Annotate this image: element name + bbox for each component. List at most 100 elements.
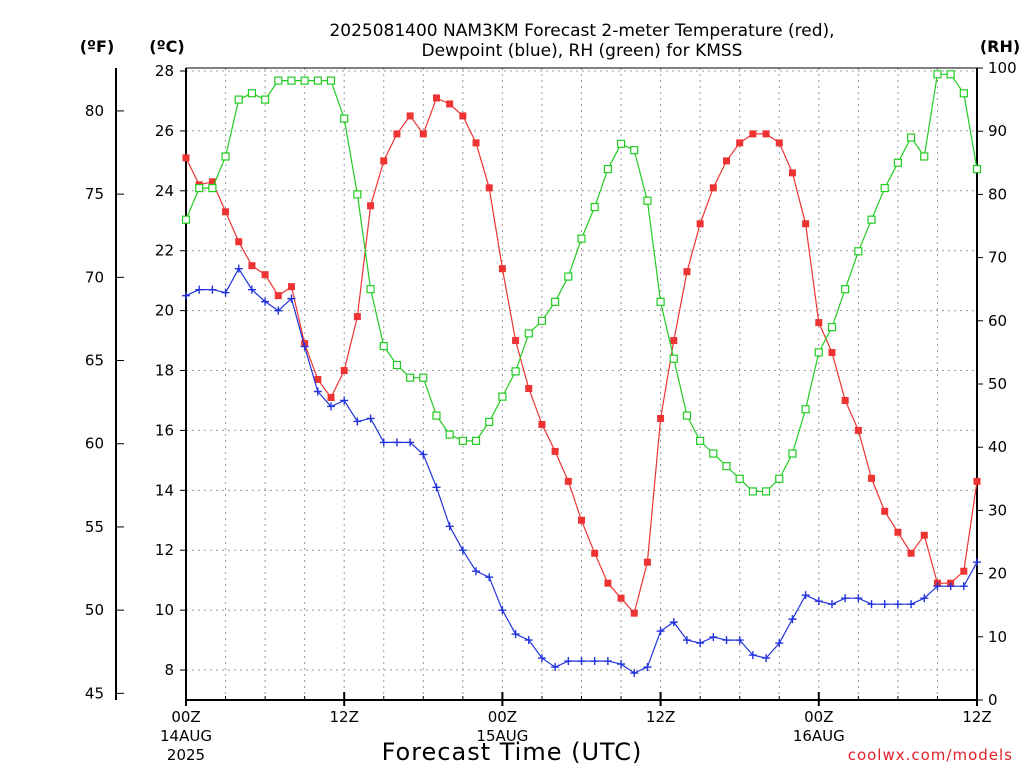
temperature-point <box>340 367 348 375</box>
rh-point <box>946 70 955 79</box>
x-tick-label: 12Z <box>646 708 675 726</box>
rh-point <box>696 436 705 445</box>
dewpoint-point <box>841 594 850 603</box>
rh-point <box>972 165 982 174</box>
dewpoint-point <box>261 297 270 306</box>
x-tick-date-label: 15AUG <box>476 727 528 745</box>
fahrenheit-tick-label: 75 <box>85 185 104 203</box>
x-tick-date-label: 16AUG <box>793 727 845 745</box>
rh-point <box>471 436 481 445</box>
x-tick-year-label: 2025 <box>167 746 205 764</box>
rh-point <box>406 373 415 382</box>
rh-point <box>893 158 903 167</box>
x-tick-date-label: 14AUG <box>160 727 212 745</box>
x-tick-label: 00Z <box>488 708 517 726</box>
dewpoint-point <box>551 663 560 672</box>
dewpoint-point <box>748 651 757 660</box>
credit-text: coolwx.com/models <box>848 746 1013 764</box>
temperature-point <box>393 130 401 138</box>
chart-title-line1: 2025081400 NAM3KM Forecast 2-meter Tempe… <box>329 21 834 41</box>
rh-point <box>669 354 678 363</box>
celsius-tick-label: 8 <box>164 661 174 679</box>
temperature-point <box>973 477 981 485</box>
dewpoint-point <box>643 663 652 672</box>
dewpoint-point <box>973 558 981 567</box>
temperature-point <box>512 337 520 345</box>
rh-tick-label: 60 <box>988 312 1007 330</box>
rh-tick-label: 10 <box>988 628 1007 646</box>
rh-point <box>287 76 296 85</box>
dewpoint-point <box>577 657 586 666</box>
rh-point <box>735 474 744 483</box>
fahrenheit-tick-label: 70 <box>85 268 104 286</box>
temperature-point <box>182 154 190 162</box>
fahrenheit-unit-label: (ºF) <box>80 37 115 56</box>
dewpoint-point <box>880 600 889 609</box>
rh-point <box>775 474 784 483</box>
temperature-point <box>261 271 269 279</box>
celsius-tick-label: 14 <box>155 481 174 499</box>
rh-point <box>656 297 665 306</box>
dewpoint-point <box>893 600 902 609</box>
rh-point <box>841 285 850 294</box>
dewpoint-point <box>247 285 256 294</box>
dewpoint-point <box>867 600 876 609</box>
temperature-point <box>591 549 599 557</box>
x-tick-label: 12Z <box>962 708 991 726</box>
temperature-point <box>868 474 876 482</box>
x-tick-label: 00Z <box>171 708 200 726</box>
dewpoint-point <box>696 639 705 648</box>
rh-point <box>366 285 375 294</box>
temperature-point <box>630 609 638 617</box>
temperature-point <box>446 100 454 108</box>
rh-point <box>682 411 692 420</box>
rh-point <box>603 165 612 174</box>
temperature-point <box>406 112 414 120</box>
rh-point <box>247 89 257 98</box>
dewpoint-point <box>590 657 599 666</box>
rh-tick-label: 50 <box>988 375 1007 393</box>
dewpoint-point <box>959 582 968 591</box>
dewpoint-point <box>603 657 612 666</box>
rh-point <box>867 215 876 224</box>
temperature-point <box>788 169 796 177</box>
temperature-point <box>723 157 731 165</box>
dewpoint-point <box>775 639 784 648</box>
rh-point <box>814 348 823 357</box>
dewpoint-point <box>920 594 929 603</box>
temperature-point <box>802 220 810 228</box>
temperature-point <box>920 531 928 539</box>
temperature-point <box>274 292 282 300</box>
rh-point <box>419 373 428 382</box>
dewpoint-point <box>458 546 467 555</box>
celsius-tick-label: 26 <box>155 122 174 140</box>
chart-title-line2: Dewpoint (blue), RH (green) for KMSS <box>422 41 743 61</box>
rh-point <box>537 316 547 325</box>
rh-point <box>300 76 309 85</box>
rh-tick-label: 0 <box>988 691 998 709</box>
temperature-point <box>287 283 295 291</box>
temperature-point <box>960 567 968 575</box>
rh-point <box>274 76 283 85</box>
dewpoint-point <box>669 618 678 627</box>
rh-point <box>577 234 586 243</box>
temperature-point <box>314 376 322 384</box>
celsius-unit-label: (ºC) <box>149 37 184 56</box>
dewpoint-point <box>221 288 230 297</box>
dewpoint-point <box>564 657 573 666</box>
dewpoint-point <box>392 438 401 447</box>
temperature-point <box>828 349 836 357</box>
celsius-tick-label: 28 <box>155 62 174 80</box>
fahrenheit-tick-label: 65 <box>85 352 104 370</box>
rh-point <box>801 405 810 414</box>
celsius-tick-label: 22 <box>155 242 174 260</box>
dewpoint-point <box>327 402 336 411</box>
dewpoint-point <box>762 654 771 663</box>
temperature-point <box>578 516 585 524</box>
dewpoint-point <box>234 264 243 273</box>
temperature-line <box>185 97 978 615</box>
temperature-point <box>248 262 256 270</box>
dewpoint-point <box>419 450 428 459</box>
fahrenheit-tick-label: 50 <box>85 601 104 619</box>
